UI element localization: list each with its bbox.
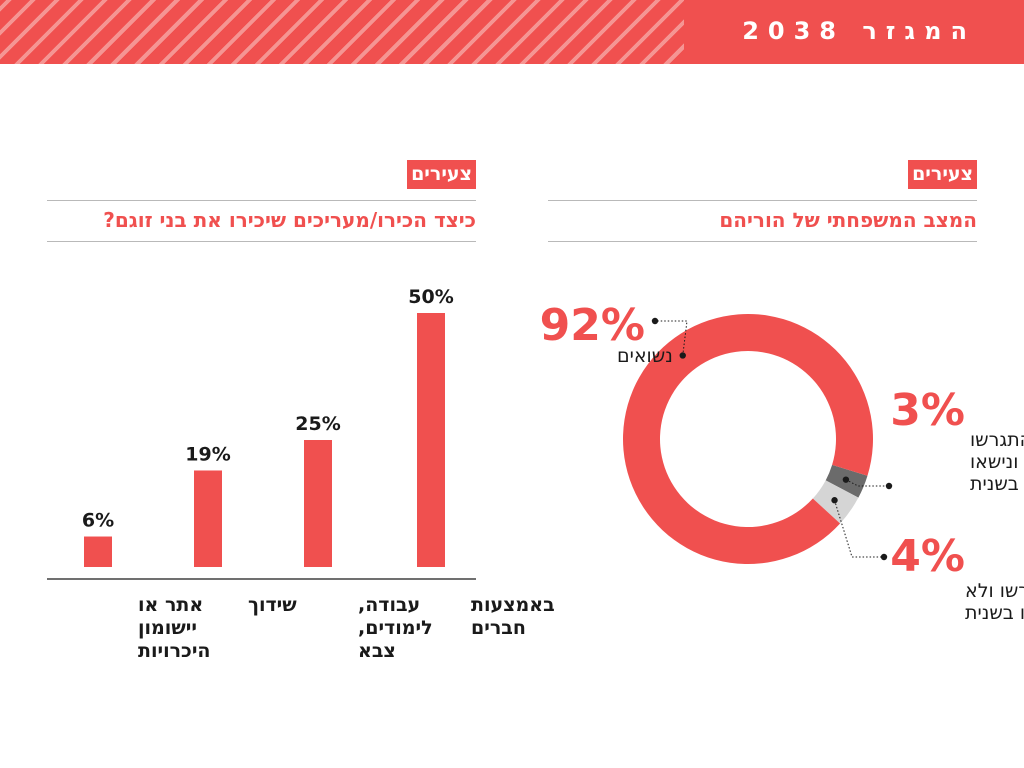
left-panel-rule-bottom (47, 241, 476, 242)
donut-leader-line (845, 479, 889, 487)
donut-leader-line (655, 320, 688, 356)
bar-category-label: לימודים, (358, 617, 433, 639)
bar-category-label: שידוך (248, 594, 297, 616)
bar-value-label: 50% (408, 286, 453, 308)
bar-category-label: אתר או (138, 594, 203, 616)
right-panel-title: המצב המשפחתי של הוריהם (719, 208, 977, 232)
donut-label-dot (880, 553, 888, 561)
donut-slice-label: התגרשו (970, 429, 1024, 451)
header-title: המגזר 2038 (742, 17, 976, 45)
bar-category-label: עבודה, (358, 594, 420, 616)
donut-label-dot (651, 317, 659, 325)
header-banner: המגזר 2038 (0, 0, 1024, 64)
donut-slice-label: בשנית (970, 473, 1019, 495)
donut-value-label: 3% (890, 385, 965, 436)
left-panel-rule-top (47, 200, 476, 201)
donut-value-label: 92% (540, 300, 645, 351)
bar-category-label: היכרויות (138, 640, 210, 662)
donut-anchor-dot (831, 497, 838, 504)
left-panel-tag: צעירים (407, 160, 476, 189)
right-panel-rule-top (548, 200, 977, 201)
donut-label-dot (885, 482, 893, 490)
donut-slice-label: נשואים (617, 345, 673, 367)
donut-anchor-dot (679, 352, 686, 359)
donut-slice-label: התגרשו ולא (965, 580, 1024, 602)
donut-anchor-dot (842, 476, 850, 483)
right-panel-tag: צעירים (908, 160, 977, 189)
left-panel-title: כיצד הכירו/מעריכים שיכירו את בני זוגם? (103, 208, 476, 232)
donut-leader-line (834, 500, 884, 558)
bar-category-label: חברים (471, 617, 526, 639)
header-title-box: המגזר 2038 (684, 0, 1024, 64)
bar (84, 536, 112, 567)
donut-chart: 92%נשואים 3%התגרשוונישאובשנית 4%התגרשו ולא… (540, 300, 1024, 624)
bar-value-label: 19% (185, 443, 230, 465)
bar-category-label: באמצעות (471, 594, 555, 616)
bar (417, 313, 445, 567)
bar (304, 440, 332, 567)
donut-value-label: 4% (890, 531, 965, 582)
donut-slice (623, 314, 873, 564)
bar-category-label: יישומון (138, 617, 197, 639)
donut-slice-label: ונישאו (970, 451, 1018, 473)
bar (194, 470, 222, 567)
bar-category-label: צבא (358, 640, 396, 662)
donut-slice-label: נישאו בשנית (965, 602, 1024, 624)
bar-value-label: 25% (295, 413, 340, 435)
bar-value-label: 6% (82, 510, 114, 532)
right-panel-rule-bottom (548, 241, 977, 242)
